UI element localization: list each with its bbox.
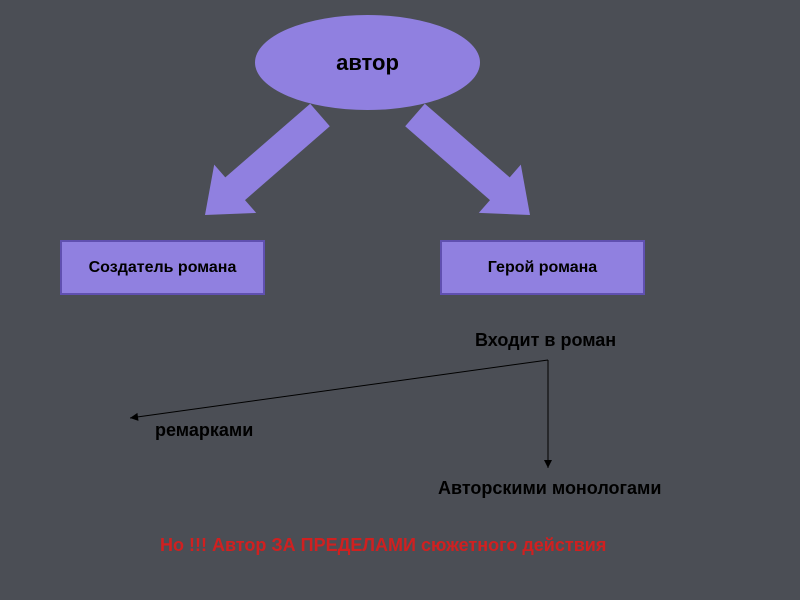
creator-label: Создатель романа [89,259,237,277]
hero-label: Герой романа [488,259,597,277]
creator-box: Создатель романа [60,240,265,295]
remarks-label: ремарками [155,420,253,441]
block-arrow-right-poly [405,104,530,215]
author-label: автор [336,50,399,76]
hero-box: Герой романа [440,240,645,295]
block-arrow-right [405,104,530,215]
block-arrow-left [205,104,330,215]
thin-head-monolog [544,460,552,468]
footnote-label: Но !!! Автор ЗА ПРЕДЕЛАМИ сюжетного дейс… [160,535,606,556]
thin-arrow-remarks [130,360,548,421]
author-ellipse: автор [255,15,480,110]
enters-label: Входит в роман [475,330,616,351]
thin-head-remarks [130,413,139,421]
thin-line-remarks [130,360,548,418]
block-arrow-left-poly [205,104,330,215]
thin-arrow-monolog [544,360,552,468]
monolog-label: Авторскими монологами [438,478,661,499]
